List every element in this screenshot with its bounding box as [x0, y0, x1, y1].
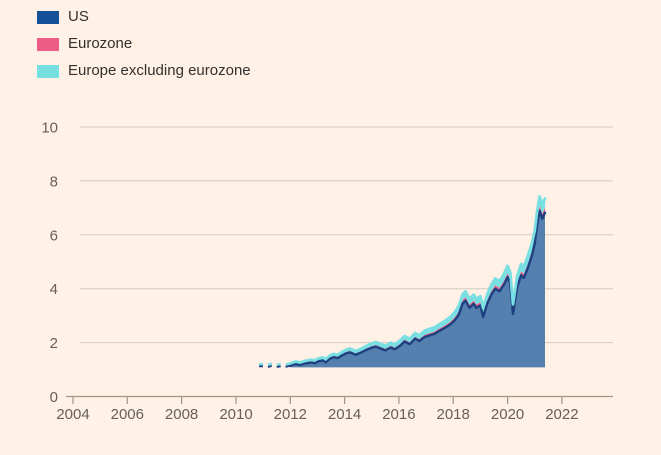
total-top-line [288, 195, 547, 365]
x-axis-labels: 2004 2006 2008 2010 2012 2014 2016 2018 2020 2022 [56, 406, 578, 423]
legend-item-us: US [37, 8, 251, 26]
x-tick-label-2004: 2004 [56, 406, 89, 423]
x-tick-label-2008: 2008 [165, 406, 198, 423]
x-tick-label-2022: 2022 [545, 406, 578, 423]
chart-legend: US Eurozone Europe excluding eurozone [37, 8, 251, 80]
y-tick-label-0: 0 [50, 389, 58, 406]
legend-swatch-europe-ex-eurozone [37, 64, 59, 78]
legend-item-europe-ex-eurozone: Europe excluding eurozone [37, 62, 251, 80]
x-tick-label-2012: 2012 [274, 406, 307, 423]
y-tick-label-10: 10 [41, 120, 58, 137]
x-tick-label-2018: 2018 [437, 406, 470, 423]
legend-swatch-eurozone [37, 37, 59, 51]
us-line [289, 209, 547, 367]
y-tick-label-8: 8 [50, 173, 58, 190]
legend-label-us: US [68, 8, 89, 25]
y-tick-label-6: 6 [50, 227, 58, 244]
legend-swatch-us [37, 10, 59, 24]
intro-dashed-lines [259, 362, 291, 369]
series-lines [288, 195, 547, 367]
us-area [290, 210, 545, 368]
legend-label-europe-ex-eurozone: Europe excluding eurozone [68, 62, 251, 79]
us-intro-dashed [259, 364, 291, 369]
x-axis [66, 395, 613, 404]
total-intro-dashed [259, 362, 291, 367]
y-axis-labels: 0 2 4 6 8 10 [41, 120, 58, 407]
legend-label-eurozone: Eurozone [68, 35, 133, 52]
x-tick-label-2014: 2014 [328, 406, 361, 423]
x-tick-label-2006: 2006 [111, 406, 144, 423]
x-tick-label-2016: 2016 [382, 406, 415, 423]
stacked-areas [290, 196, 545, 368]
y-tick-label-4: 4 [50, 281, 58, 298]
y-tick-label-2: 2 [50, 335, 58, 352]
x-tick-label-2020: 2020 [491, 406, 524, 423]
x-tick-label-2010: 2010 [219, 406, 252, 423]
legend-item-eurozone: Eurozone [37, 35, 251, 53]
